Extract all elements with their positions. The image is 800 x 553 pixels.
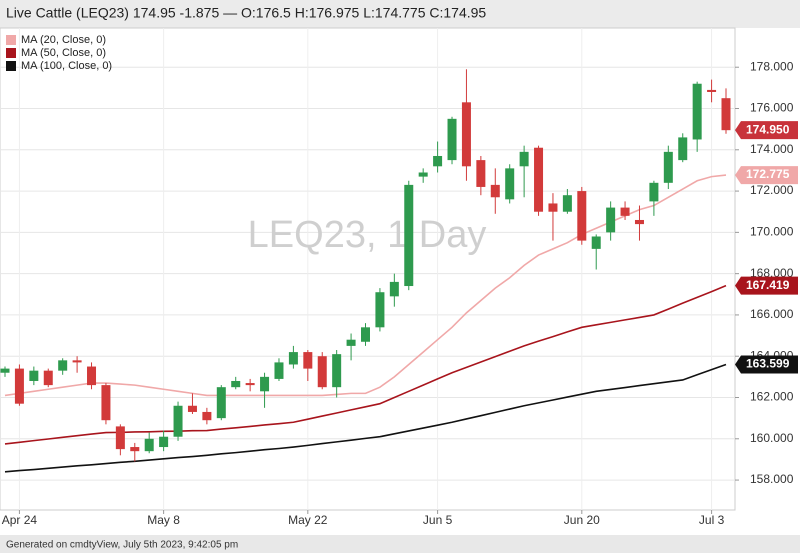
- price-tag: [735, 276, 798, 295]
- legend-label: MA (100, Close, 0): [21, 60, 112, 72]
- candle-body: [461, 102, 471, 167]
- legend-swatch: [6, 35, 16, 45]
- candle-body: [620, 207, 630, 216]
- y-tick-label: 160.000: [750, 431, 794, 445]
- candle-body: [173, 405, 183, 437]
- candle-body: [288, 352, 298, 365]
- candle-body: [505, 168, 515, 200]
- candle-body: [72, 360, 82, 363]
- x-tick-label: Apr 24: [2, 513, 38, 527]
- x-tick-label: May 8: [147, 513, 180, 527]
- candle-body: [548, 203, 558, 212]
- candle-body: [260, 376, 270, 392]
- candle-body: [721, 98, 731, 131]
- candle-body: [606, 207, 616, 233]
- y-tick-label: 158.000: [750, 472, 794, 486]
- candle-body: [14, 368, 24, 404]
- candle-body: [317, 356, 327, 388]
- candle-body: [692, 83, 702, 140]
- candle-body: [663, 151, 673, 183]
- candle-body: [375, 292, 385, 328]
- y-tick-label: 178.000: [750, 59, 794, 73]
- candle-body: [404, 184, 414, 287]
- candle-body: [58, 360, 68, 371]
- x-tick-label: Jun 20: [564, 513, 600, 527]
- ma-line: [4, 363, 727, 473]
- legend-label: MA (20, Close, 0): [21, 34, 106, 46]
- candle-body: [562, 195, 572, 212]
- x-tick-label: Jun 5: [423, 513, 453, 527]
- y-tick-label: 174.000: [750, 142, 794, 156]
- x-tick-label: May 22: [288, 513, 328, 527]
- ma-line: [4, 284, 727, 445]
- candle-body: [490, 184, 500, 198]
- footer: Generated on cmdtyView, July 5th 2023, 9…: [6, 540, 238, 551]
- candle-body: [115, 426, 125, 450]
- candle-body: [0, 368, 10, 373]
- candle-body: [202, 411, 212, 421]
- candle-body: [418, 172, 428, 177]
- candle-body: [274, 362, 284, 379]
- candle-body: [216, 387, 226, 419]
- candle-body: [231, 380, 241, 388]
- candle-body: [519, 151, 529, 167]
- candle-body: [144, 438, 154, 452]
- candle-body: [591, 236, 601, 249]
- candle-body: [130, 447, 140, 452]
- candle-body: [187, 405, 197, 412]
- candle-body: [389, 281, 399, 297]
- legend-swatch: [6, 61, 16, 71]
- y-tick-label: 162.000: [750, 390, 794, 404]
- candle-body: [346, 339, 356, 346]
- y-tick-label: 168.000: [750, 266, 794, 280]
- candle-body: [245, 383, 255, 386]
- candle-body: [476, 160, 486, 187]
- watermark: LEQ23, 1 Day: [248, 214, 487, 256]
- x-tick-label: Jul 3: [699, 513, 725, 527]
- candle-body: [649, 182, 659, 202]
- candle-body: [447, 118, 457, 161]
- candle-body: [707, 89, 717, 92]
- candle-body: [433, 155, 443, 167]
- y-tick-label: 166.000: [750, 307, 794, 321]
- price-tag-label: 174.950: [746, 122, 790, 136]
- y-tick-label: 172.000: [750, 183, 794, 197]
- candle-body: [303, 352, 313, 369]
- candle-body: [534, 147, 544, 212]
- candle-body: [87, 366, 97, 386]
- price-tag-label: 167.419: [746, 278, 790, 292]
- price-tag: [735, 121, 798, 140]
- candle-body: [29, 370, 39, 381]
- y-tick-label: 176.000: [750, 101, 794, 115]
- price-tag: [735, 166, 798, 185]
- legend-label: MA (50, Close, 0): [21, 47, 106, 59]
- candle-body: [43, 370, 53, 386]
- price-tag-label: 163.599: [746, 357, 790, 371]
- candle-body: [332, 354, 342, 388]
- price-tag: [735, 355, 798, 374]
- candle-body: [159, 436, 169, 448]
- price-tag-label: 172.775: [746, 167, 790, 181]
- candle-body: [678, 137, 688, 161]
- candle-body: [361, 327, 370, 342]
- y-tick-label: 170.000: [750, 225, 794, 239]
- chart-title: Live Cattle (LEQ23) 174.95 -1.875 — O:17…: [6, 5, 486, 21]
- footer-bar: [0, 535, 800, 553]
- header-bar: [0, 0, 800, 28]
- candle-body: [634, 219, 644, 225]
- legend-swatch: [6, 48, 16, 58]
- candle-body: [577, 191, 587, 241]
- ma-line: [4, 174, 727, 397]
- candle-body: [101, 385, 111, 421]
